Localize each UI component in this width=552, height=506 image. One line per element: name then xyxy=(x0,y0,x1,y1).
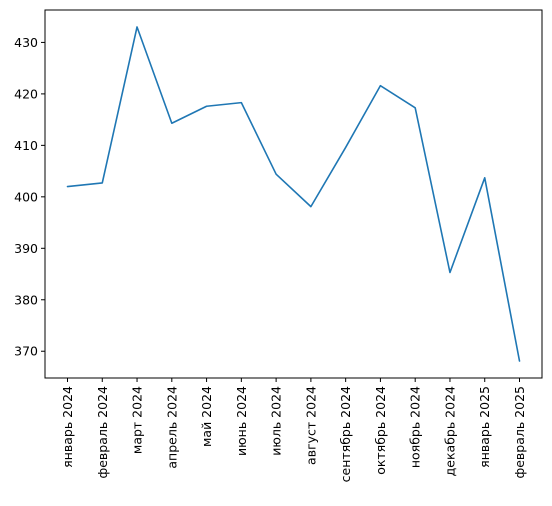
y-tick-label: 400 xyxy=(14,189,38,204)
x-tick-label: апрель 2024 xyxy=(164,386,179,469)
x-tick-label: январь 2024 xyxy=(60,386,75,468)
x-tick-label: май 2024 xyxy=(199,386,214,447)
y-tick-label: 370 xyxy=(14,344,38,359)
x-axis: январь 2024 февраль 2024 март 2024 апрель 2… xyxy=(60,378,527,482)
x-tick-label: январь 2025 xyxy=(477,386,492,468)
y-tick-label: 380 xyxy=(14,292,38,307)
y-tick-label: 430 xyxy=(14,35,38,50)
y-tick-label: 420 xyxy=(14,86,38,101)
x-tick-label: июль 2024 xyxy=(269,386,284,456)
x-tick-label: декабрь 2024 xyxy=(442,386,457,476)
x-tick-label: август 2024 xyxy=(303,386,318,465)
x-tick-label: февраль 2025 xyxy=(512,386,527,478)
x-tick-label: октябрь 2024 xyxy=(373,386,388,475)
series-line xyxy=(66,26,521,362)
y-tick-label: 390 xyxy=(14,241,38,256)
x-tick-label: июнь 2024 xyxy=(234,386,249,456)
y-axis: 370 380 390 400 410 420 430 xyxy=(14,35,45,359)
series-layer xyxy=(66,26,521,362)
x-tick-label: сентябрь 2024 xyxy=(338,386,353,482)
plot-area xyxy=(44,9,543,379)
x-tick-label: март 2024 xyxy=(130,386,145,454)
x-tick-label: ноябрь 2024 xyxy=(408,386,423,468)
y-tick-label: 410 xyxy=(14,138,38,153)
x-tick-label: февраль 2024 xyxy=(95,386,110,479)
